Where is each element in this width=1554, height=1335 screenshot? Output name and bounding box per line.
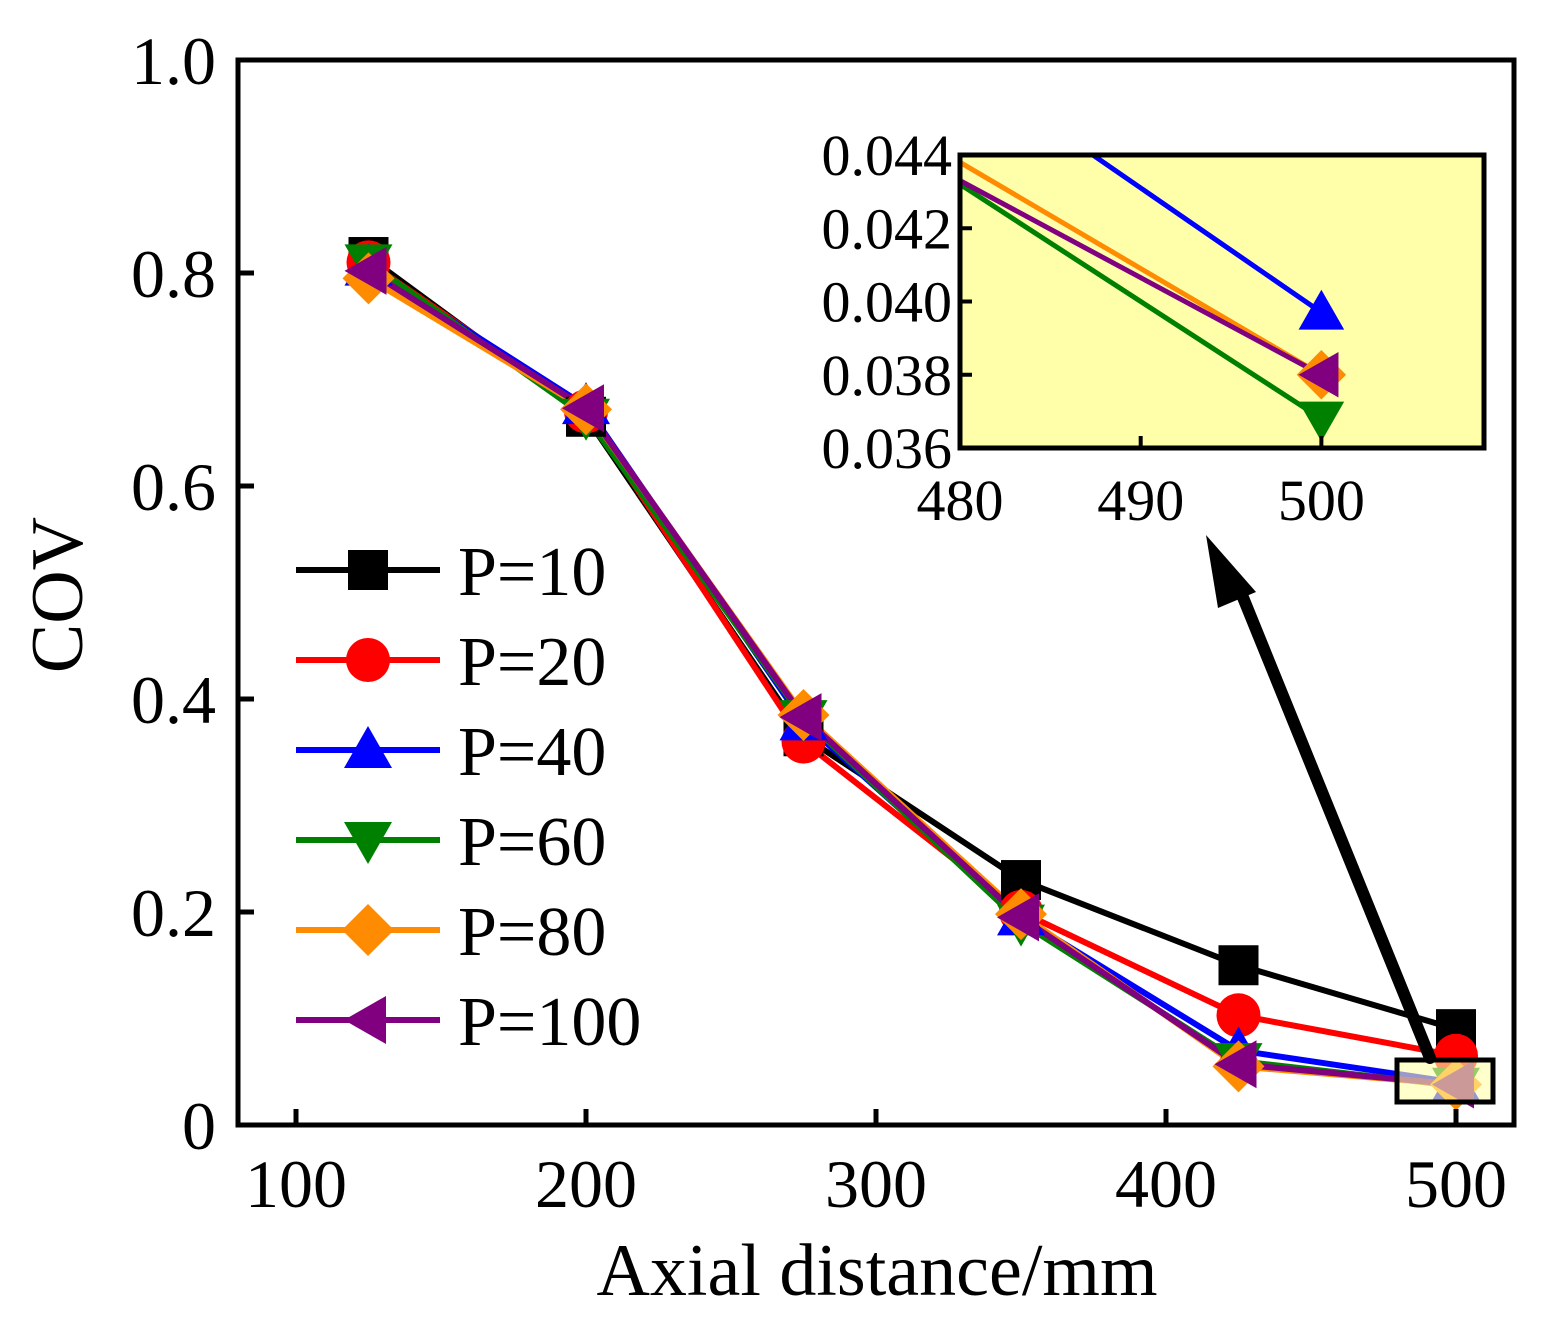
callout-arrow-head	[1206, 535, 1256, 608]
inset-x-tick-label-490: 490	[1097, 468, 1184, 533]
legend-marker-P=40	[344, 726, 392, 768]
inset-y-tick-label-0.044: 0.044	[822, 123, 953, 188]
legend-label-P=80: P=80	[458, 894, 606, 971]
inset-y-tick-label-0.04: 0.040	[822, 270, 953, 335]
y-axis-title: COV	[17, 517, 99, 673]
inset-y-tick-label-0.038: 0.038	[822, 343, 953, 408]
data-point-P=100-125	[344, 246, 387, 295]
data-point-P=100-200	[562, 384, 604, 433]
legend-marker-P=100	[344, 996, 386, 1044]
x-tick-label-500: 500	[1405, 1146, 1507, 1222]
inset-point-P=60	[1298, 401, 1345, 442]
data-point-P=100-350	[997, 893, 1039, 942]
legend: P=10 P=20 P=40 P=60 P=80 P=100	[296, 534, 641, 1061]
legend-marker-P=60	[344, 822, 392, 864]
y-tick-label-0.8: 0.8	[131, 236, 216, 312]
inset-y-tick-label-0.036: 0.036	[822, 416, 953, 481]
data-point-P=100-425	[1214, 1040, 1257, 1089]
legend-label-P=100: P=100	[458, 984, 641, 1061]
zoom-callout	[1206, 535, 1496, 1105]
main-axes: 100 200 300 400 500 0 0.2 0.4 0.6 0.8 1.0	[131, 23, 1517, 1222]
inset-background	[960, 155, 1484, 448]
legend-label-P=10: P=10	[458, 534, 606, 611]
inset-point-P=100	[1298, 351, 1339, 398]
x-tick-label-200: 200	[535, 1146, 637, 1222]
inset-line-P=80	[960, 160, 1323, 377]
x-tick-label-100: 100	[245, 1146, 347, 1222]
y-tick-label-0.4: 0.4	[131, 662, 216, 738]
inset-y-tick-label-0.042: 0.042	[822, 196, 953, 261]
legend-marker-P=80	[342, 904, 394, 956]
data-point-P=100-275	[779, 693, 822, 742]
x-axis-title: Axial distance/mm	[596, 1230, 1157, 1312]
inset-line-P=100	[960, 178, 1323, 377]
series-line-P=100	[366, 268, 1457, 1088]
callout-arrow-shaft	[1234, 584, 1436, 1064]
y-tick-label-1: 1.0	[131, 23, 216, 99]
legend-label-P=40: P=40	[458, 714, 606, 791]
y-tick-label-0: 0	[182, 1088, 216, 1164]
inset-series	[960, 155, 1323, 421]
data-point-P=20-425	[1216, 993, 1261, 1038]
legend-label-P=60: P=60	[458, 804, 606, 881]
inset-x-tick-label-500: 500	[1278, 468, 1365, 533]
inset-line-P=40	[1088, 155, 1323, 315]
main-series	[342, 237, 1482, 1111]
inset-point-P=40	[1298, 289, 1345, 330]
inset-x-tick-label-480: 480	[917, 468, 1004, 533]
y-tick-label-0.2: 0.2	[131, 875, 216, 951]
zoom-region-box	[1394, 1057, 1496, 1105]
inset-line-P=60	[960, 182, 1323, 421]
legend-marker-P=20	[346, 638, 390, 682]
legend-marker-P=10	[348, 550, 388, 590]
y-tick-label-0.6: 0.6	[131, 449, 216, 525]
inset-plot: 480 490 500 0.036 0.038 0.040 0.042 0.044	[822, 123, 1487, 533]
data-point-P=10-425	[1218, 945, 1259, 986]
legend-label-P=20: P=20	[458, 624, 606, 701]
x-tick-label-300: 300	[825, 1146, 927, 1222]
x-tick-label-400: 400	[1115, 1146, 1217, 1222]
